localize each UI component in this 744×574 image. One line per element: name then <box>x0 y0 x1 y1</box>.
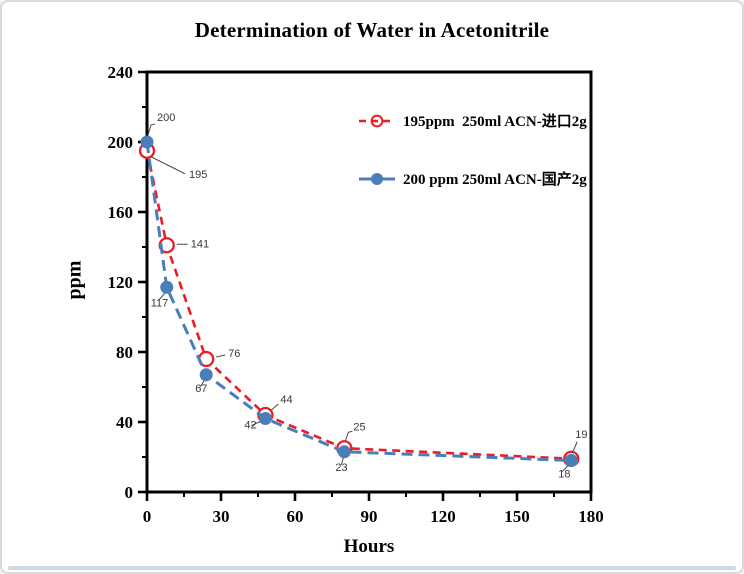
x-tick-label: 120 <box>430 507 456 526</box>
data-point-marker <box>199 368 213 382</box>
chart-legend: 195ppm 250ml ACN-进口2g 200 ppm 250ml ACN-… <box>328 110 587 189</box>
y-axis-title: ppm <box>63 260 86 300</box>
data-point-label: 42 <box>244 420 256 432</box>
data-label-leader <box>344 430 353 442</box>
data-label-leader <box>158 292 166 301</box>
legend-item-imported: 195ppm 250ml ACN-进口2g <box>328 110 587 131</box>
data-label-leader <box>340 457 344 465</box>
data-point-label: 19 <box>575 429 587 441</box>
data-point-marker <box>258 412 272 425</box>
data-label-leader <box>561 465 569 472</box>
data-point-label: 18 <box>558 469 570 481</box>
x-tick-label: 150 <box>504 507 530 526</box>
x-tick-label: 180 <box>578 507 604 526</box>
data-point-marker <box>337 445 351 459</box>
series-markers-0 <box>138 142 580 467</box>
chart-title: Determination of Water in Acetonitrile <box>194 18 550 42</box>
data-point-marker <box>564 454 578 467</box>
data-point-label: 195 <box>189 169 207 181</box>
data-point-label: 25 <box>353 421 365 433</box>
series-markers-1 <box>140 135 578 467</box>
legend-label-domestic: 200 ppm 250ml ACN-国产2g <box>403 172 587 188</box>
data-point-marker <box>140 135 154 149</box>
series-line-0 <box>145 150 572 461</box>
window-bottom-strip <box>8 566 736 570</box>
y-tick-label: 160 <box>108 203 134 222</box>
y-tick-label: 0 <box>125 483 134 502</box>
x-axis-title: Hours <box>343 536 395 557</box>
data-label-leader <box>147 123 156 136</box>
data-label-leader <box>216 354 226 358</box>
data-label-leader <box>271 403 279 411</box>
data-label-leader <box>251 421 261 426</box>
data-point-label: 23 <box>335 462 347 474</box>
x-tick-label: 60 <box>287 507 304 526</box>
data-label-leader <box>199 380 205 388</box>
data-point-label: 141 <box>191 238 209 250</box>
data-point-label: 200 <box>157 112 175 124</box>
y-tick-label: 40 <box>116 413 133 432</box>
y-tick-label: 240 <box>108 63 134 82</box>
data-point-marker <box>160 280 174 294</box>
x-tick-label: 90 <box>361 507 378 526</box>
y-tick-label: 80 <box>116 343 133 362</box>
data-label-leader <box>571 441 578 453</box>
legend-marker-blue-line-filled-circle-icon <box>328 171 396 187</box>
x-tick-label: 0 <box>143 507 152 526</box>
legend-marker-red-dashed-open-circle-icon <box>328 113 396 129</box>
data-point-label: 44 <box>280 394 292 406</box>
legend-item-domestic: 200 ppm 250ml ACN-国产2g <box>328 168 587 189</box>
legend-label-imported: 195ppm 250ml ACN-进口2g <box>403 114 587 130</box>
data-point-label: 67 <box>195 383 207 395</box>
series-line-1 <box>145 141 572 462</box>
x-axis: 0 30 60 90 120 150 180 <box>143 492 604 526</box>
y-tick-label: 120 <box>108 273 134 292</box>
data-point-label: 117 <box>151 297 169 309</box>
data-label-leader <box>150 156 186 175</box>
x-tick-label: 30 <box>213 507 230 526</box>
y-axis: 0 40 80 120 160 200 240 <box>108 63 147 502</box>
data-point-label: 76 <box>228 348 240 360</box>
data-labels: 195 141 76 44 25 19 200 117 67 42 23 18 <box>147 112 588 481</box>
y-tick-label: 200 <box>108 133 134 152</box>
